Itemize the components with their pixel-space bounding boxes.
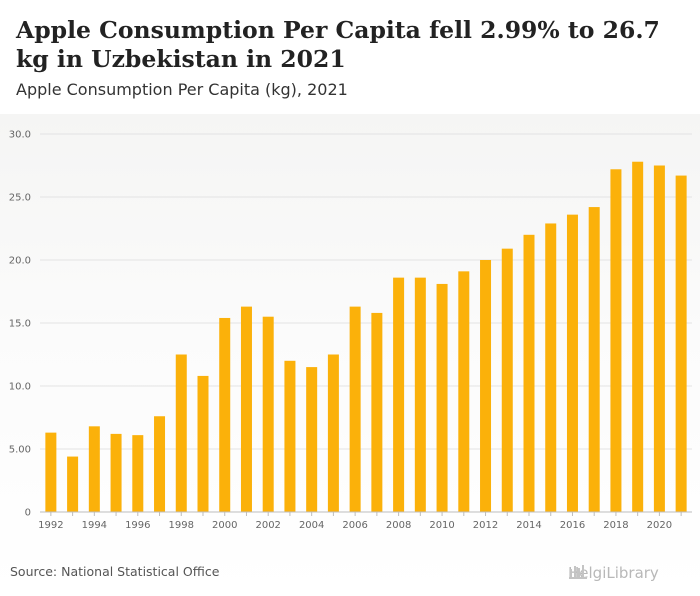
bar-2003[interactable] [284,360,296,512]
bar-1993[interactable] [67,456,79,512]
bar-1999[interactable] [197,375,209,512]
x-tick-label: 1998 [169,520,194,531]
bar-2001[interactable] [240,306,252,512]
bar-1997[interactable] [154,416,166,512]
x-tick-label: 2014 [516,520,541,531]
bar-2019[interactable] [632,161,644,512]
x-tick-label: 2002 [255,520,280,531]
y-tick-label: 25.0 [9,193,31,204]
chart-title: Apple Consumption Per Capita fell 2.99% … [16,16,660,73]
header: Apple Consumption Per Capita fell 2.99% … [0,0,700,114]
x-tick-label: 2016 [560,520,585,531]
library-building-icon [569,565,587,579]
x-tick-label: 2004 [299,520,324,531]
bar-2010[interactable] [436,283,448,512]
x-tick-label: 2020 [647,520,672,531]
x-tick-label: 2008 [386,520,411,531]
bar-2011[interactable] [458,271,470,512]
y-tick-label: 30.0 [9,130,31,141]
bar-2021[interactable] [675,175,687,512]
x-tick-label: 2010 [429,520,454,531]
bar-2020[interactable] [653,165,665,513]
bar-2014[interactable] [523,234,535,513]
bar-2000[interactable] [219,317,231,512]
bar-1992[interactable] [45,432,57,512]
y-tick-label: 0 [25,508,31,519]
bar-2005[interactable] [327,354,339,513]
axes: 0 5.00 10.0 15.0 20.0 25.0 30.0 1992 1994 1996 199… [9,130,692,531]
bar-2002[interactable] [262,316,274,512]
logo-text: HelgiLibrary [568,564,659,582]
bar-2013[interactable] [501,248,513,512]
bars [45,161,687,513]
bar-1994[interactable] [88,426,100,512]
bar-2009[interactable] [414,277,426,512]
x-tick-label: 2006 [342,520,367,531]
y-tick-label: 10.0 [9,382,31,393]
chart-subtitle: Apple Consumption Per Capita (kg), 2021 [16,80,348,99]
bar-1996[interactable] [132,435,144,512]
y-tick-label: 20.0 [9,256,31,267]
helgilibrary-logo[interactable]: HelgiLibrary [568,562,659,584]
bar-2018[interactable] [610,169,622,512]
x-tick-label: 1992 [38,520,63,531]
y-tick-label: 15.0 [9,319,31,330]
x-tick-label: 2018 [603,520,628,531]
bar-1998[interactable] [175,354,187,513]
bar-1995[interactable] [110,433,122,512]
bar-2007[interactable] [371,312,383,512]
bar-2004[interactable] [306,367,318,512]
bar-2016[interactable] [566,214,578,512]
bar-2008[interactable] [393,277,405,512]
bar-2006[interactable] [349,306,361,512]
source-note: Source: National Statistical Office [10,564,220,579]
x-tick-label: 1994 [82,520,107,531]
x-tick-label: 2000 [212,520,237,531]
y-tick-label: 5.00 [9,445,31,456]
bar-2012[interactable] [480,260,492,512]
x-tick-label: 1996 [125,520,150,531]
x-tick-label: 2012 [473,520,498,531]
bar-2017[interactable] [588,207,600,512]
bar-2015[interactable] [545,223,557,512]
